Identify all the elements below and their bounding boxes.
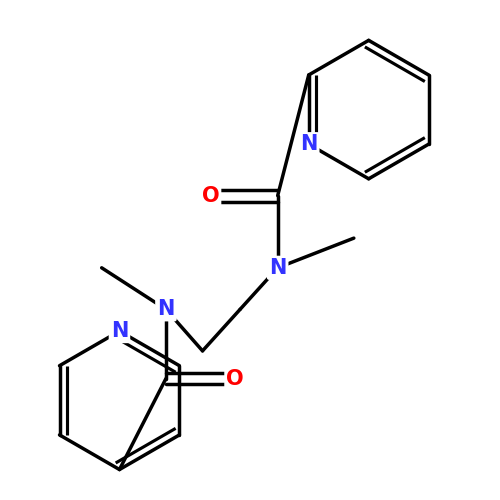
- Text: O: O: [202, 186, 220, 206]
- Text: N: N: [269, 258, 286, 278]
- Text: N: N: [300, 134, 318, 154]
- Text: N: N: [111, 321, 128, 341]
- Text: N: N: [158, 300, 174, 320]
- Text: O: O: [226, 368, 244, 388]
